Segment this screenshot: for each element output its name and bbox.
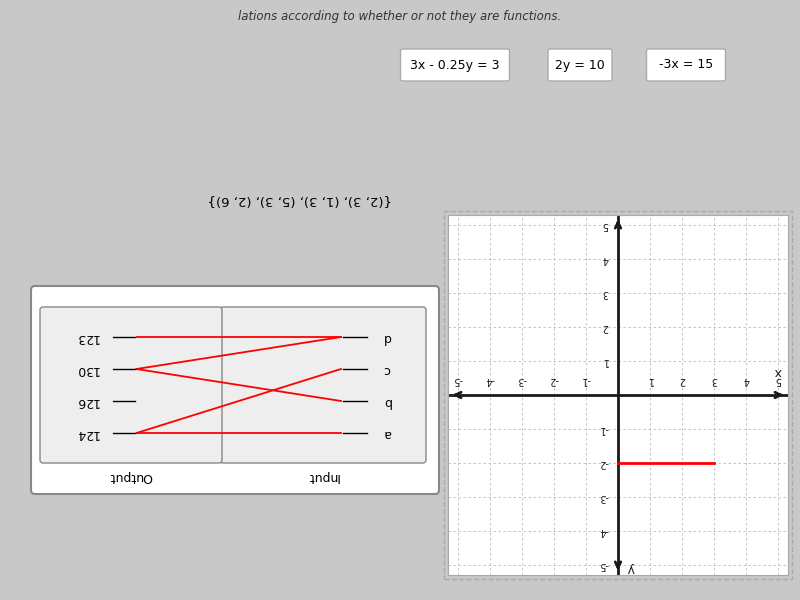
Text: y: y	[628, 562, 635, 575]
Text: d: d	[383, 331, 391, 343]
Text: 1: 1	[602, 356, 608, 366]
Text: 126: 126	[75, 395, 99, 407]
Text: -4: -4	[485, 375, 494, 385]
Text: 2y = 10: 2y = 10	[555, 58, 605, 71]
Text: {(2, 3), (1, 3), (5, 3), (2, 6)}: {(2, 3), (1, 3), (5, 3), (2, 6)}	[208, 193, 392, 206]
Text: 3: 3	[602, 288, 608, 298]
Text: -4: -4	[598, 526, 608, 536]
FancyBboxPatch shape	[548, 49, 612, 81]
Text: -3x = 15: -3x = 15	[659, 58, 713, 71]
Text: -1: -1	[598, 424, 608, 434]
Text: 3: 3	[711, 375, 718, 385]
Text: 4: 4	[602, 254, 608, 264]
Text: 130: 130	[75, 362, 99, 376]
Text: 2: 2	[602, 322, 608, 332]
Text: 5: 5	[775, 375, 782, 385]
Text: Input: Input	[307, 469, 339, 482]
Text: Output: Output	[110, 469, 153, 482]
Text: 124: 124	[75, 427, 99, 439]
FancyBboxPatch shape	[40, 307, 222, 463]
Text: -2: -2	[598, 458, 608, 468]
Text: -5: -5	[598, 560, 608, 570]
FancyBboxPatch shape	[646, 49, 726, 81]
FancyBboxPatch shape	[220, 307, 426, 463]
Text: 4: 4	[743, 375, 750, 385]
Text: a: a	[383, 427, 391, 439]
Text: lations according to whether or not they are functions.: lations according to whether or not they…	[238, 10, 562, 23]
Text: 2: 2	[679, 375, 686, 385]
Text: c: c	[383, 362, 390, 376]
FancyBboxPatch shape	[401, 49, 510, 81]
Text: -3: -3	[517, 375, 526, 385]
Text: 3x - 0.25y = 3: 3x - 0.25y = 3	[410, 58, 500, 71]
Text: 123: 123	[75, 331, 99, 343]
Text: x: x	[774, 365, 782, 378]
Text: b: b	[383, 395, 391, 407]
Text: -1: -1	[581, 375, 590, 385]
Text: -3: -3	[598, 492, 608, 502]
Text: -5: -5	[453, 375, 462, 385]
FancyBboxPatch shape	[31, 286, 439, 494]
Text: -2: -2	[549, 375, 558, 385]
Text: 1: 1	[647, 375, 653, 385]
Text: 5: 5	[602, 220, 608, 230]
